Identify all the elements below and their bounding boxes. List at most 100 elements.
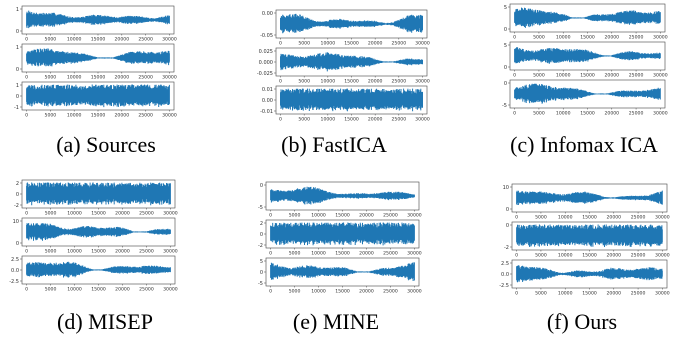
x-tick-label: 15000: [335, 251, 350, 257]
waveform-1-1: [26, 10, 170, 29]
x-tick-label: 20000: [115, 113, 130, 119]
y-tick-label: -5: [502, 103, 507, 109]
x-tick-label: 25000: [392, 41, 407, 47]
x-tick-label: 5000: [535, 291, 547, 297]
x-tick-label: 5000: [533, 111, 545, 117]
y-tick-label: -2: [504, 245, 509, 251]
waveform-2-3: [280, 88, 423, 112]
waveform-5-3: [270, 262, 415, 281]
subplot-4-3: 2.5 0.0 -2.5 0 5000 10000 15000 20000 25000 30000: [9, 255, 178, 293]
subplot-4-2: 10 00 5000 10000 15000 20000 25000 30000: [13, 217, 178, 255]
waveform-1-2: [26, 48, 170, 67]
x-tick-label: 10000: [67, 287, 82, 293]
x-tick-label: 5000: [535, 215, 547, 221]
y-tick-label: 0: [16, 241, 19, 247]
x-tick-label: 30000: [407, 213, 422, 219]
x-tick-label: 15000: [91, 37, 106, 43]
x-tick-label: 0: [25, 75, 28, 81]
x-tick-label: 0: [269, 251, 272, 257]
x-tick-label: 5000: [298, 41, 310, 47]
x-tick-label: 20000: [115, 37, 130, 43]
x-tick-label: 15000: [335, 289, 350, 295]
x-tick-label: 25000: [629, 111, 644, 117]
x-tick-label: 30000: [162, 113, 177, 119]
x-tick-label: 0: [279, 117, 282, 123]
x-tick-label: 30000: [415, 41, 430, 47]
waveform-1-3: [26, 84, 170, 108]
caption-1: (a) Sources: [56, 132, 156, 157]
x-tick-label: 10000: [67, 113, 82, 119]
x-tick-label: 30000: [653, 111, 668, 117]
x-tick-label: 25000: [392, 79, 407, 85]
y-tick-label: 0.025: [259, 49, 273, 55]
x-tick-label: 15000: [344, 117, 359, 123]
x-tick-label: 15000: [91, 249, 106, 255]
x-tick-label: 0: [269, 289, 272, 295]
x-tick-label: 5000: [45, 249, 57, 255]
x-tick-label: 10000: [311, 251, 326, 257]
waveform-6-1: [516, 190, 663, 205]
x-tick-label: 5000: [298, 117, 310, 123]
subplot-2-1: 0.00 -0.05 0 5000 10000 15000 20000 25000 30000: [260, 9, 430, 47]
subplot-3-1: 5 00 5000 10000 15000 20000 25000 30000: [504, 3, 668, 41]
x-tick-label: 30000: [655, 215, 670, 221]
subplot-6-1: 10 00 5000 10000 15000 20000 25000 30000: [503, 183, 670, 221]
x-tick-label: 15000: [91, 211, 106, 217]
y-tick-label: -2.5: [9, 279, 19, 285]
subplot-2-2: 0.025 0.000 -0.025 0 5000 10000 15000 20000 2500…: [257, 47, 430, 85]
x-tick-label: 5000: [45, 211, 57, 217]
subplot-4-1: 2 0 -2 0 5000 10000 15000 20000 25000 30000: [14, 179, 178, 217]
subplot-2-3: 0.01 0.00 -0.01 0 5000 10000 15000 20000 25000 30…: [260, 85, 430, 123]
x-tick-label: 0: [513, 73, 516, 79]
x-tick-label: 20000: [604, 73, 619, 79]
x-tick-label: 5000: [45, 37, 57, 43]
y-tick-label: 0: [16, 192, 19, 198]
y-tick-label: 1: [16, 7, 19, 13]
x-tick-label: 30000: [653, 73, 668, 79]
x-tick-label: 25000: [383, 289, 398, 295]
x-tick-label: 20000: [604, 111, 619, 117]
x-tick-label: 5000: [535, 253, 547, 259]
y-tick-label: 10: [13, 219, 19, 225]
x-tick-label: 0: [279, 41, 282, 47]
x-tick-label: 15000: [344, 41, 359, 47]
y-tick-label: 2.5: [11, 257, 19, 263]
y-tick-label: 0.00: [262, 98, 273, 104]
waveform-2-2: [280, 52, 423, 72]
subplot-5-1: 0 -5 0 5000 10000 15000 20000 25000 30000: [258, 181, 422, 219]
waveform-6-3: [516, 265, 663, 283]
x-tick-label: 30000: [415, 79, 430, 85]
x-tick-label: 5000: [289, 251, 301, 257]
y-tick-label: -2.5: [499, 283, 509, 289]
x-tick-label: 15000: [582, 253, 597, 259]
x-tick-label: 5000: [533, 35, 545, 41]
x-tick-label: 20000: [368, 41, 383, 47]
x-tick-label: 10000: [321, 41, 336, 47]
y-tick-label: 2: [260, 221, 263, 227]
x-tick-label: 15000: [580, 73, 595, 79]
y-tick-label: -2: [14, 203, 19, 209]
waveform-5-2: [270, 222, 415, 246]
x-tick-label: 25000: [138, 75, 153, 81]
x-tick-label: 30000: [163, 287, 178, 293]
x-tick-label: 10000: [556, 111, 571, 117]
x-tick-label: 0: [513, 35, 516, 41]
y-tick-label: 0: [506, 207, 509, 213]
subplot-5-3: 5 0 -5 0 5000 10000 15000 20000 25000 30000: [258, 257, 422, 295]
x-tick-label: 0: [269, 213, 272, 219]
y-tick-label: 0.0: [501, 272, 509, 278]
subplot-1-1: 1 00 5000 10000 15000 20000 25000 30000: [16, 5, 177, 43]
x-tick-label: 20000: [606, 291, 621, 297]
y-tick-label: 0: [260, 270, 263, 276]
caption-3: (c) Infomax ICA: [510, 132, 658, 157]
x-tick-label: 15000: [91, 113, 106, 119]
x-tick-label: 5000: [533, 73, 545, 79]
x-tick-label: 10000: [67, 211, 82, 217]
x-tick-label: 25000: [138, 113, 153, 119]
y-tick-label: 1: [16, 83, 19, 89]
x-tick-label: 0: [25, 249, 28, 255]
x-tick-label: 25000: [631, 291, 646, 297]
x-tick-label: 5000: [45, 113, 57, 119]
x-tick-label: 0: [25, 37, 28, 43]
